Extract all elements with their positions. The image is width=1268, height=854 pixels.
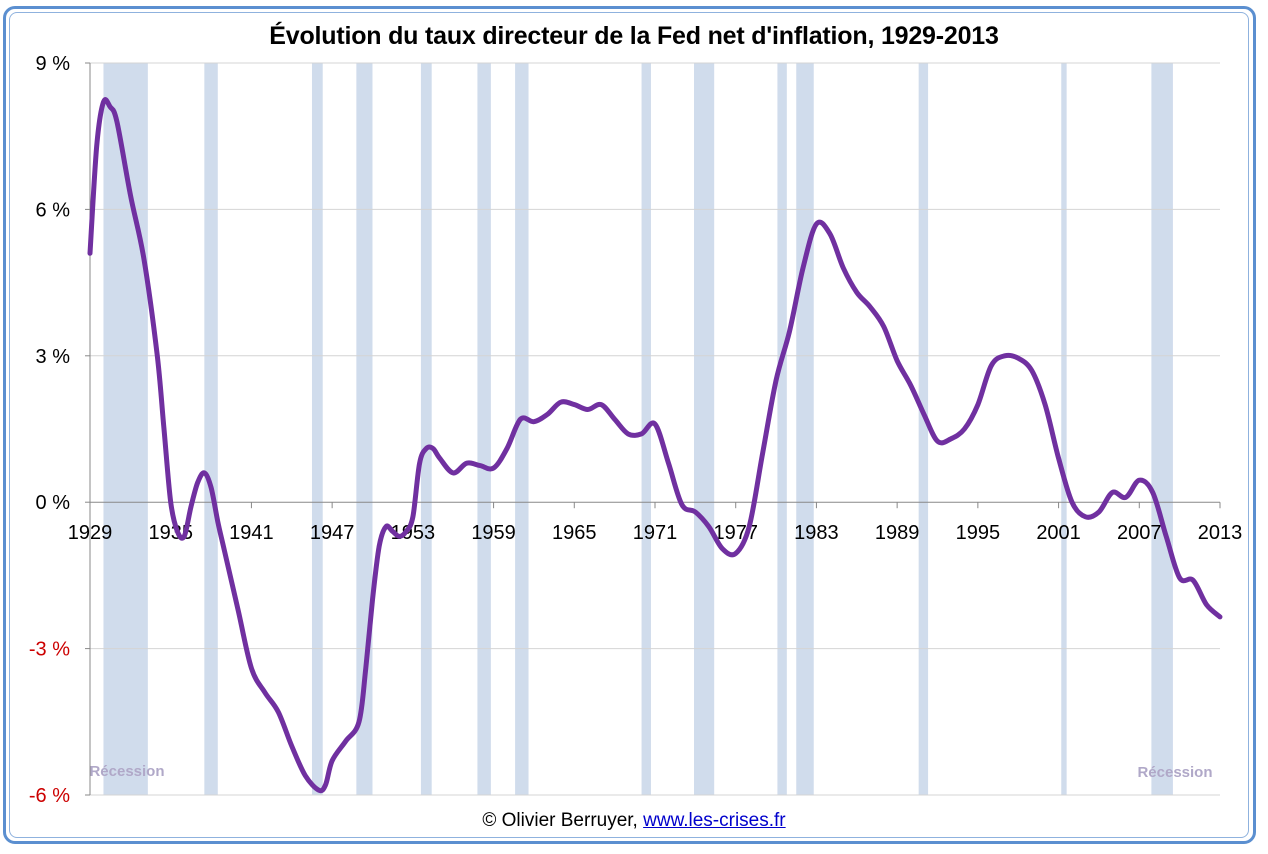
recession-band (918, 63, 929, 795)
chart-frame-inner (9, 12, 1249, 838)
y-tick-label: 3 % (36, 346, 71, 368)
recession-band (420, 63, 432, 795)
x-tick-label: 1953 (391, 522, 436, 544)
recession-band (311, 63, 323, 795)
y-tick-label: -6 % (29, 785, 70, 807)
x-tick-label: 1947 (310, 522, 355, 544)
x-tick-label: 1995 (956, 522, 1001, 544)
y-tick-label: 9 % (36, 53, 71, 75)
credit-author: © Olivier Berruyer, (482, 810, 638, 831)
series-line (87, 97, 1223, 794)
chart-frame-outer (3, 6, 1256, 844)
x-tick-label: 1989 (875, 522, 920, 544)
recession-annotation: Récession (1137, 764, 1212, 781)
credit-line: © Olivier Berruyer, www.les-crises.fr (0, 810, 1268, 832)
recession-annotation: Récession (89, 763, 164, 780)
x-tick-label: 2007 (1117, 522, 1162, 544)
recession-band (477, 63, 491, 795)
recession-band (356, 63, 373, 795)
recession-band (204, 63, 218, 795)
recession-band (1151, 63, 1173, 795)
recession-band (777, 63, 787, 795)
recession-band (103, 63, 148, 795)
recession-band (1061, 63, 1067, 795)
recession-band (515, 63, 529, 795)
y-tick-label: 0 % (36, 492, 71, 514)
recession-band (796, 63, 814, 795)
x-tick-label: 1983 (794, 522, 839, 544)
x-tick-label: 1929 (68, 522, 113, 544)
x-tick-label: 1959 (471, 522, 516, 544)
x-tick-label: 2013 (1198, 522, 1243, 544)
x-tick-label: 1965 (552, 522, 597, 544)
x-tick-label: 1941 (229, 522, 274, 544)
x-tick-label: 1971 (633, 522, 678, 544)
y-tick-label: 6 % (36, 199, 71, 221)
y-tick-label: -3 % (29, 639, 70, 661)
x-tick-label: 2001 (1036, 522, 1081, 544)
recession-band (694, 63, 715, 795)
chart-title: Évolution du taux directeur de la Fed ne… (269, 22, 999, 50)
credit-link[interactable]: www.les-crises.fr (643, 810, 786, 831)
